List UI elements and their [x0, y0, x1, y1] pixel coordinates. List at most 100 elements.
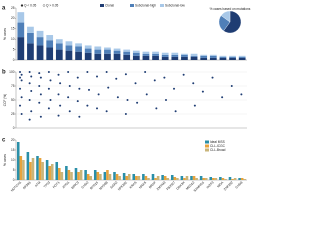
x-tick-label: MGA: [216, 180, 225, 189]
bar-segment: [55, 43, 63, 50]
bar-segment: [200, 54, 208, 56]
ccf-point: [20, 96, 23, 99]
legend-swatch: [160, 4, 164, 7]
bar: [48, 166, 51, 180]
bar-segment: [27, 26, 34, 33]
bar: [65, 166, 68, 180]
bar: [89, 176, 93, 180]
bar-segment: [17, 12, 25, 23]
bar-segment: [36, 30, 44, 38]
bar-segment: [113, 48, 121, 51]
bar-segment: [142, 55, 150, 60]
bar-segment: [27, 43, 34, 60]
legend-label: Clonal: [105, 3, 114, 7]
x-tick-label: SAMHD1: [193, 180, 205, 192]
y-tick-label: 15: [11, 27, 15, 31]
ccf-point: [47, 107, 50, 110]
bar-segment: [142, 51, 150, 54]
ccf-point: [76, 100, 79, 103]
bar: [166, 178, 170, 180]
ccf-point: [47, 71, 50, 73]
bar-segment: [17, 37, 25, 60]
y-tick-label: 5: [13, 168, 15, 172]
x-tick-label: EGR2: [109, 180, 118, 189]
ccf-point: [39, 76, 42, 79]
legend-swatch: [205, 140, 209, 144]
bar-segment: [152, 55, 159, 60]
bar-segment: [152, 51, 159, 54]
ccf-point: [115, 77, 118, 80]
bar-segment: [190, 53, 198, 56]
ccf-point: [144, 71, 147, 73]
bar: [45, 160, 49, 180]
ccf-point: [87, 88, 90, 91]
bar-segment: [94, 53, 102, 60]
bar: [195, 178, 198, 180]
x-tick-label: MED12: [185, 180, 196, 191]
bar: [26, 152, 30, 180]
y-tick-label: 5: [13, 47, 15, 51]
bar-segment: [104, 47, 111, 50]
y-tick-label: 20: [11, 16, 15, 20]
bar: [154, 178, 157, 180]
bar: [192, 176, 196, 180]
x-tick-label: NFKBIE: [117, 180, 128, 191]
bar: [180, 176, 184, 180]
bar-segment: [181, 54, 188, 57]
bar: [135, 176, 138, 180]
y-tick-label: 0: [13, 58, 15, 62]
bar: [233, 178, 237, 180]
bar: [163, 176, 167, 180]
ccf-point: [164, 99, 167, 101]
ccf-point: [28, 118, 31, 121]
ccf-point: [78, 87, 81, 90]
ccf-point: [57, 73, 60, 76]
ccf-point: [174, 110, 177, 113]
bar-segment: [65, 41, 73, 46]
bar-segment: [238, 56, 246, 58]
bar: [108, 174, 112, 180]
bar-segment: [104, 53, 111, 60]
bar-segment: [209, 55, 217, 58]
ccf-point: [20, 73, 23, 76]
bar: [204, 178, 208, 180]
bar: [74, 168, 78, 180]
x-tick-label: CHD2: [81, 180, 90, 189]
bar: [41, 162, 44, 180]
bar: [132, 174, 136, 180]
bar-segment: [209, 57, 217, 60]
ccf-point: [124, 73, 127, 76]
ccf-point: [28, 71, 31, 73]
bar: [151, 174, 155, 180]
bar: [93, 170, 97, 180]
bar: [29, 162, 32, 180]
panel-label: b: [2, 70, 6, 76]
x-tick-label: ATM: [34, 180, 42, 188]
bar-segment: [123, 54, 131, 60]
ccf-point: [39, 115, 42, 118]
y-tick-label: 10: [11, 37, 15, 41]
bar-segment: [219, 57, 227, 60]
x-tick-label: TP53: [43, 180, 51, 188]
x-tick-label: XPO1: [61, 180, 70, 189]
bar: [77, 172, 80, 180]
ccf-point: [38, 72, 41, 75]
x-tick-label: FBXW7: [166, 180, 177, 191]
bar-segment: [171, 54, 179, 57]
x-tick-label: MYD88: [98, 180, 109, 191]
ccf-point: [57, 93, 60, 96]
bar-segment: [200, 55, 208, 58]
ccf-point: [136, 101, 139, 104]
legend-swatch: [205, 148, 209, 152]
bar-segment: [36, 37, 44, 46]
bar-segment: [229, 55, 236, 57]
ccf-point: [68, 110, 71, 113]
y-tick-label: 20: [11, 138, 15, 142]
bar: [60, 172, 64, 180]
legend-label: Subclonal-low: [165, 3, 186, 7]
y-tick-label: 25: [11, 6, 15, 10]
ccf-point: [96, 75, 99, 78]
bar-segment: [75, 46, 82, 52]
bar-segment: [161, 52, 169, 55]
bar-segment: [229, 56, 236, 58]
